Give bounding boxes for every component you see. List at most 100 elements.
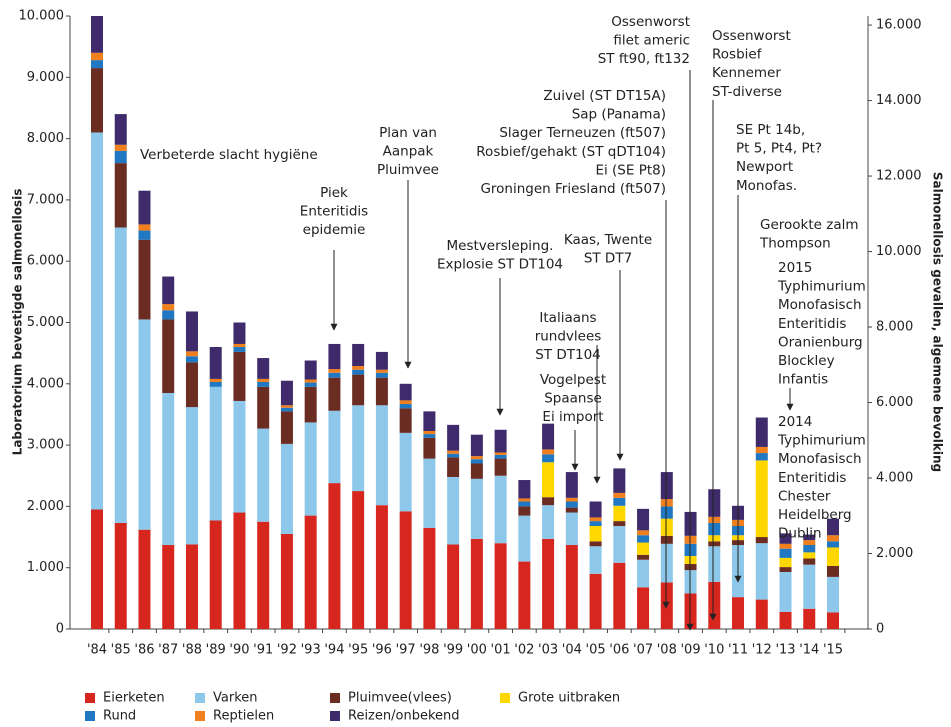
bar-segment bbox=[589, 541, 602, 547]
bar-segment bbox=[613, 468, 626, 493]
y2-tick-label: 10.000 bbox=[876, 244, 922, 259]
annotation: Oranienburg bbox=[778, 334, 863, 350]
bar-segment bbox=[637, 508, 650, 531]
bar-segment bbox=[352, 366, 365, 370]
bar-segment bbox=[257, 386, 270, 429]
bar-segment bbox=[494, 543, 507, 629]
bar-segment bbox=[209, 381, 222, 387]
bar-segment bbox=[304, 515, 317, 629]
y-axis-label: Laboratorium bevestigde salmonellosis bbox=[11, 189, 25, 456]
x-tick-label: '02 bbox=[514, 643, 534, 658]
annotation: Explosie ST DT104 bbox=[437, 257, 563, 273]
annotation: Newport bbox=[736, 159, 793, 175]
bar-segment bbox=[470, 463, 483, 479]
bar-segment bbox=[162, 545, 175, 629]
bar-segment bbox=[423, 458, 436, 528]
annotation: Verbeterde slacht hygiëne bbox=[140, 147, 318, 163]
bar-segment bbox=[399, 400, 412, 405]
bar-segment bbox=[447, 476, 460, 545]
y2-tick-label: 0 bbox=[876, 622, 884, 637]
bar-segment bbox=[328, 369, 341, 373]
bar-segment bbox=[162, 310, 175, 320]
bar-segment bbox=[375, 372, 388, 378]
bar-segment bbox=[447, 544, 460, 629]
bar-segment bbox=[755, 537, 768, 544]
bar-segment bbox=[684, 564, 697, 571]
bar-segment bbox=[162, 304, 175, 311]
bar-segment bbox=[637, 587, 650, 629]
annotation: ST-diverse bbox=[712, 84, 782, 100]
bar-segment bbox=[91, 52, 103, 61]
bar-segment bbox=[114, 522, 127, 629]
annotation: Thompson bbox=[759, 236, 831, 252]
bar-segment bbox=[209, 386, 222, 521]
x-tick-label: '99 bbox=[443, 643, 463, 658]
bar-segment bbox=[233, 512, 246, 629]
bar-segment bbox=[827, 565, 839, 577]
bar-segment bbox=[399, 432, 412, 512]
annotation: Enteritidis bbox=[778, 470, 846, 486]
bar-segment bbox=[138, 529, 151, 629]
bar-segment bbox=[827, 518, 839, 536]
bar-segment bbox=[803, 552, 816, 559]
bar-segment bbox=[328, 410, 341, 484]
annotation: 2014 bbox=[778, 414, 812, 430]
x-tick-label: '10 bbox=[704, 643, 724, 658]
x-tick-label: '85 bbox=[111, 643, 131, 658]
bar-segment bbox=[542, 497, 555, 506]
bar-segment bbox=[684, 511, 697, 536]
bar-segment bbox=[328, 372, 341, 378]
bar-segment bbox=[185, 351, 198, 357]
legend-label: Grote uitbraken bbox=[518, 691, 620, 706]
bar-segment bbox=[637, 535, 650, 543]
y-tick-label: 4.000 bbox=[27, 376, 64, 391]
bar-segment bbox=[114, 144, 127, 151]
bar-segment bbox=[114, 150, 127, 164]
bar-segment bbox=[162, 392, 175, 546]
bar-segment bbox=[494, 429, 507, 453]
bar-segment bbox=[542, 423, 555, 450]
bar-segment bbox=[542, 462, 555, 498]
y-tick-label: 1.000 bbox=[27, 560, 64, 575]
annotation: Rosbief/gehakt (ST qDT104) bbox=[476, 144, 666, 160]
x-tick-label: '95 bbox=[348, 643, 368, 658]
annotation: Ei (SE Pt8) bbox=[595, 162, 666, 178]
annotation: Pluimvee bbox=[377, 162, 439, 178]
annotation: epidemie bbox=[303, 222, 366, 238]
bar-segment bbox=[708, 546, 721, 582]
y-tick-label: 7.000 bbox=[27, 192, 64, 207]
bar-segment bbox=[684, 570, 697, 594]
y2-tick-label: 8.000 bbox=[876, 320, 913, 335]
bar-segment bbox=[257, 378, 270, 382]
x-tick-label: '07 bbox=[633, 643, 653, 658]
bar-segment bbox=[637, 559, 650, 588]
bar-segment bbox=[423, 431, 436, 435]
x-tick-label: '00 bbox=[467, 643, 487, 658]
bar-segment bbox=[637, 542, 650, 555]
bar-segment bbox=[660, 518, 673, 536]
annotation: Gerookte zalm bbox=[760, 217, 859, 233]
bar-segment bbox=[138, 224, 151, 231]
x-tick-label: '14 bbox=[799, 643, 819, 658]
x-tick-label: '12 bbox=[752, 643, 772, 658]
bar-segment bbox=[755, 453, 768, 461]
x-tick-label: '06 bbox=[609, 643, 629, 658]
bar-segment bbox=[827, 547, 839, 566]
bar-segment bbox=[352, 343, 365, 367]
bar-segment bbox=[352, 369, 365, 375]
bar-segment bbox=[114, 163, 127, 228]
bar-segment bbox=[162, 319, 175, 393]
bar-segment bbox=[779, 571, 792, 612]
annotation: filet americ bbox=[613, 33, 690, 49]
bar-segment bbox=[684, 556, 697, 565]
bar-segment bbox=[589, 517, 602, 522]
bar-segment bbox=[827, 576, 839, 613]
legend-swatch bbox=[85, 711, 95, 721]
x-tick-label: '09 bbox=[680, 643, 700, 658]
bar-segment bbox=[91, 509, 103, 629]
legend-swatch bbox=[85, 693, 95, 703]
bar-segment bbox=[280, 533, 293, 629]
y-tick-label: 5.000 bbox=[27, 315, 64, 330]
x-tick-label: '15 bbox=[823, 643, 843, 658]
